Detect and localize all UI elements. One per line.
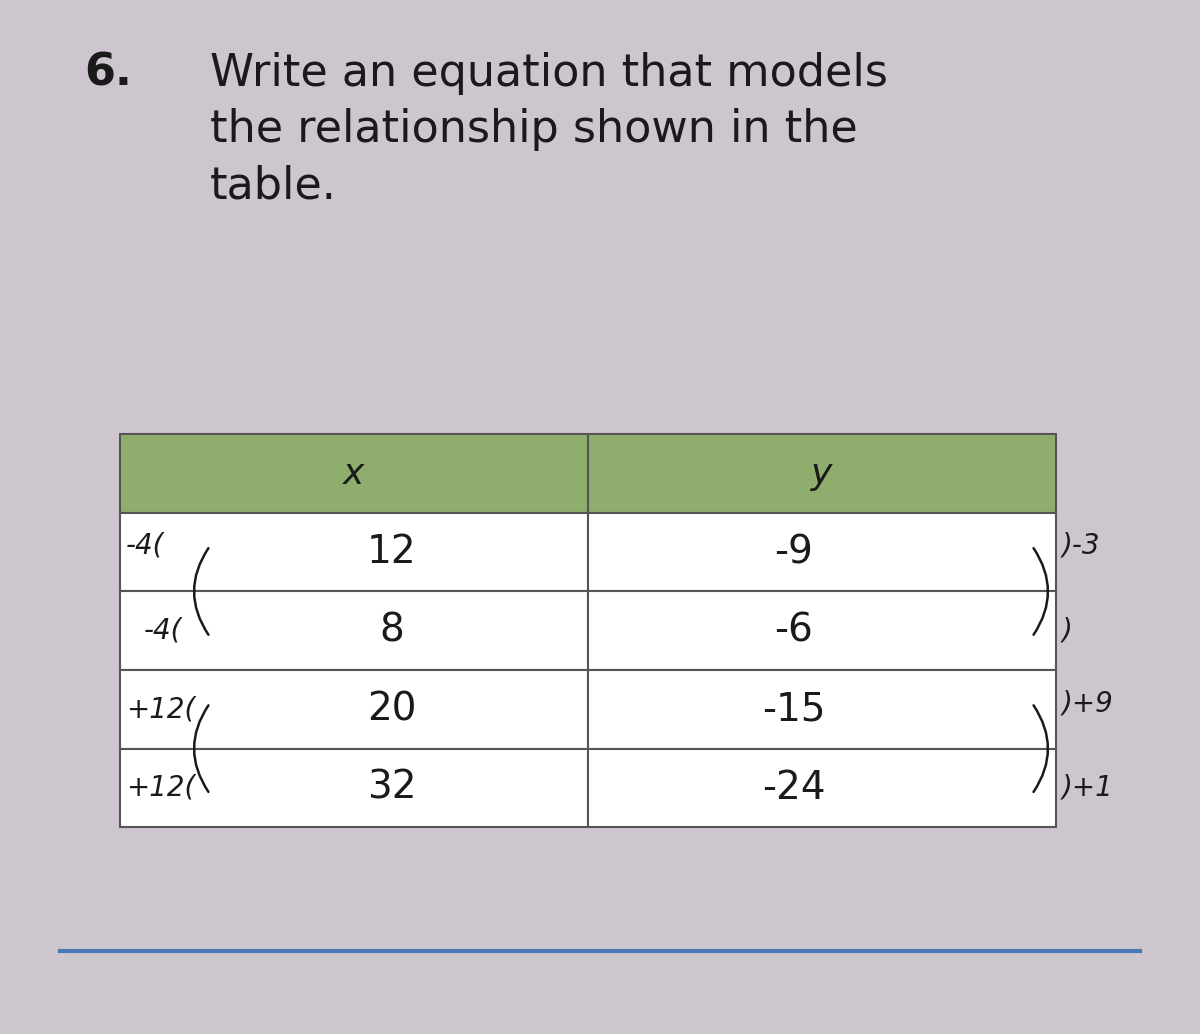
Text: ): ) xyxy=(1062,616,1073,645)
Text: )+1: )+1 xyxy=(1062,773,1114,802)
Text: 32: 32 xyxy=(367,769,416,807)
Text: 6.: 6. xyxy=(84,52,132,95)
FancyBboxPatch shape xyxy=(120,513,588,591)
FancyBboxPatch shape xyxy=(588,670,1056,749)
Text: 12: 12 xyxy=(367,534,416,571)
Text: -24: -24 xyxy=(762,769,826,807)
Text: +12(: +12( xyxy=(126,773,196,802)
FancyBboxPatch shape xyxy=(588,434,1056,513)
Text: )-3: )-3 xyxy=(1062,531,1100,559)
Text: Write an equation that models
the relationship shown in the
table.: Write an equation that models the relati… xyxy=(210,52,888,208)
Text: +12(: +12( xyxy=(126,695,196,724)
FancyBboxPatch shape xyxy=(588,513,1056,591)
Text: 20: 20 xyxy=(367,691,416,728)
Text: -4(: -4( xyxy=(144,616,182,645)
Text: )+9: )+9 xyxy=(1062,689,1114,717)
Text: -15: -15 xyxy=(762,691,826,728)
Text: -4(: -4( xyxy=(126,531,164,559)
Text: y: y xyxy=(811,457,833,490)
FancyBboxPatch shape xyxy=(120,591,588,670)
FancyBboxPatch shape xyxy=(120,670,588,749)
Text: 8: 8 xyxy=(379,612,404,649)
FancyBboxPatch shape xyxy=(120,749,588,827)
FancyBboxPatch shape xyxy=(588,591,1056,670)
FancyBboxPatch shape xyxy=(120,434,588,513)
FancyBboxPatch shape xyxy=(588,749,1056,827)
Text: x: x xyxy=(343,457,365,490)
Text: -6: -6 xyxy=(774,612,814,649)
Text: -9: -9 xyxy=(774,534,814,571)
